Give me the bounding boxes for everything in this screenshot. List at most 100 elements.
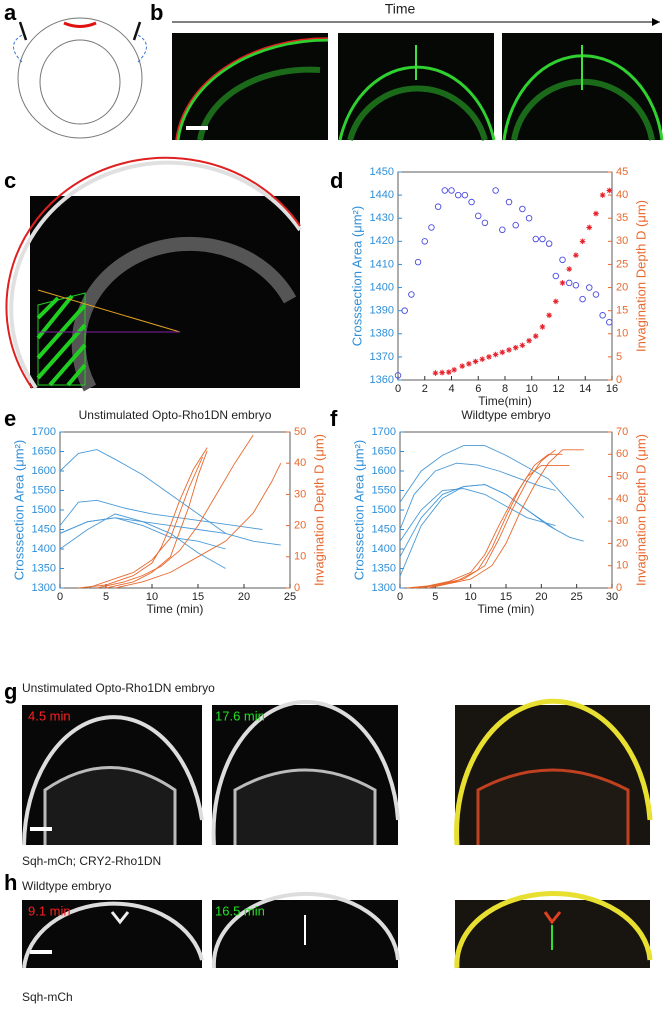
point <box>492 187 499 194</box>
x-tick-label: 20 <box>238 591 250 603</box>
panel-label: b <box>150 0 163 25</box>
micrograph <box>5 156 302 392</box>
point <box>479 356 486 362</box>
y2-axis-label: Invagination Depth D (μm) <box>633 200 648 352</box>
point <box>475 212 482 220</box>
point <box>573 252 579 258</box>
arrow-head <box>652 18 660 26</box>
time-stamp: 16.5 min <box>215 903 265 918</box>
point <box>579 238 586 245</box>
panel-label: f <box>330 406 338 431</box>
genotype: Sqh-mCh <box>22 990 73 1004</box>
series-line <box>428 449 584 589</box>
x-tick-label: 4 <box>448 383 454 395</box>
y2-tick-label: 35 <box>616 212 628 224</box>
y2-tick-label: 30 <box>616 235 628 247</box>
y-tick-label: 1300 <box>372 582 396 594</box>
point <box>432 370 439 376</box>
point <box>526 337 532 344</box>
y2-tick-label: 30 <box>294 488 306 500</box>
micrograph <box>22 698 653 846</box>
y-tick-label: 1450 <box>32 523 56 535</box>
y-tick-label: 1400 <box>372 543 396 555</box>
point <box>414 258 422 266</box>
y2-axis-label: Invagination Depth D (μm) <box>311 434 326 586</box>
point <box>451 367 457 373</box>
y-tick-label: 1700 <box>372 426 396 438</box>
point <box>461 191 469 199</box>
x-tick-label: 2 <box>422 383 428 395</box>
time-stamp: 4.5 min <box>28 708 71 723</box>
y-tick-label: 1300 <box>32 582 56 594</box>
point <box>553 298 559 305</box>
y-tick-label: 1400 <box>370 281 394 293</box>
y2-tick-label: 70 <box>616 426 628 438</box>
panel-label: g <box>4 679 17 704</box>
point <box>466 361 472 367</box>
x-tick-label: 30 <box>606 591 618 603</box>
x-tick-label: 6 <box>475 383 481 395</box>
y-tick-label: 1450 <box>370 166 394 178</box>
x-axis-label: Time (min) <box>147 602 204 616</box>
series-line <box>399 445 585 519</box>
point <box>519 342 526 349</box>
point <box>559 256 566 264</box>
y-tick-label: 1550 <box>372 484 396 496</box>
point <box>599 192 606 198</box>
x-tick-label: 14 <box>579 383 591 395</box>
time-label: Time <box>385 1 416 17</box>
y2-tick-label: 20 <box>616 281 628 293</box>
series-line <box>59 513 226 569</box>
point <box>566 266 572 272</box>
y-tick-label: 1360 <box>370 374 394 386</box>
x-tick-label: 0 <box>57 591 63 603</box>
y2-tick-label: 15 <box>616 305 628 317</box>
point <box>439 369 445 376</box>
x-tick-label: 5 <box>103 591 109 603</box>
x-tick-label: 0 <box>397 591 403 603</box>
y-tick-label: 1500 <box>372 504 396 516</box>
series-line <box>399 484 556 558</box>
point <box>579 295 586 303</box>
panel-title: Unstimulated Opto-Rho1DN embryo <box>22 681 215 695</box>
point <box>492 351 499 358</box>
point <box>421 238 429 245</box>
point <box>512 221 519 229</box>
y-axis-label: Crosssection Area (μm²) <box>349 206 364 346</box>
point <box>486 354 492 360</box>
series-line <box>115 463 282 589</box>
y2-tick-label: 50 <box>294 426 306 438</box>
y-tick-label: 1400 <box>32 543 56 555</box>
x-tick-label: 25 <box>284 591 296 603</box>
y2-tick-label: 10 <box>616 328 628 340</box>
y-tick-label: 1410 <box>370 258 394 270</box>
y-tick-label: 1370 <box>370 351 394 363</box>
point <box>586 284 593 291</box>
series-line <box>421 449 556 589</box>
point <box>505 198 513 206</box>
point <box>606 187 613 194</box>
series-line <box>414 453 563 589</box>
x-tick-label: 5 <box>432 591 438 603</box>
point <box>532 333 539 339</box>
y-tick-label: 1350 <box>32 562 56 574</box>
point <box>401 307 408 314</box>
x-tick-label: 8 <box>502 383 508 395</box>
y-tick-label: 1450 <box>372 523 396 535</box>
point <box>559 280 566 286</box>
x-tick-label: 20 <box>535 591 547 603</box>
y-tick-label: 1440 <box>370 189 394 201</box>
plot-frame <box>397 171 613 381</box>
panel-label: h <box>4 870 17 895</box>
x-tick-label: 10 <box>146 591 158 603</box>
series-line <box>105 450 208 589</box>
point <box>532 235 540 243</box>
point <box>546 312 552 319</box>
y2-tick-label: 25 <box>616 258 628 270</box>
point <box>428 224 435 231</box>
y-tick-label: 1650 <box>372 445 396 457</box>
point <box>599 312 606 319</box>
point <box>512 344 519 351</box>
y-axis-label: Crosssection Area (μm²) <box>11 440 26 580</box>
